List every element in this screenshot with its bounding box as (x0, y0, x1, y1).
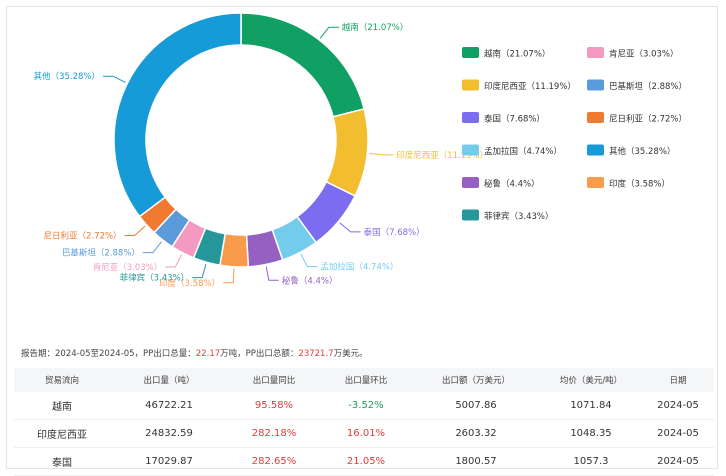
cell-yoy: 282.65% (251, 456, 297, 467)
legend-item-6[interactable]: 孟加拉国（4.74%） (462, 144, 562, 158)
leader-line-7 (165, 254, 183, 268)
legend-label: 秘鲁（4.4%） (484, 179, 540, 190)
legend-label: 巴基斯坦（2.88%） (609, 81, 687, 92)
table-row: 印度尼西亚 24832.59 282.18% 16.01% 2603.32 10… (14, 420, 714, 448)
cell-price: 1048.35 (570, 428, 612, 439)
legend-item-7[interactable]: 其他（35.28%） (587, 144, 675, 158)
data-label-0: 越南（21.07%） (342, 22, 408, 33)
leader-line-2 (339, 222, 361, 233)
data-label-5: 印度（3.58%） (159, 278, 220, 289)
data-label-10: 其他（35.28%） (34, 71, 100, 82)
legend-swatch (587, 177, 604, 188)
cell-amount: 2603.32 (455, 428, 497, 439)
header-dest: 贸易流向 (44, 376, 79, 386)
report-summary: 报告期：2024-05至2024-05，PP出口总量：22.17万吨，PP出口总… (21, 347, 368, 359)
legend-swatch (587, 144, 604, 156)
report-suffix: 万美元。 (333, 349, 368, 359)
legend-item-9[interactable]: 印度（3.58%） (587, 177, 670, 190)
header-amount: 出口额（万美元） (441, 376, 510, 386)
cell-price: 1057.3 (573, 456, 609, 467)
cell-qty: 24832.59 (145, 428, 193, 439)
legend-item-10[interactable]: 菲律宾（3.43%） (462, 209, 554, 223)
legend-swatch (462, 79, 479, 91)
donut-chart: 越南（21.07%） 印度尼西亚（11.19%） 泰国（7.68%） 孟加拉国（4.7… (34, 12, 687, 289)
data-label-3: 孟加拉国（4.74%） (320, 262, 398, 273)
legend-swatch (587, 47, 604, 58)
data-label-8: 巴基斯坦（2.88%） (62, 248, 140, 259)
data-label-1: 印度尼西亚（11.19%） (396, 150, 488, 161)
legend-item-5[interactable]: 尼日利亚（2.72%） (587, 112, 687, 125)
slice-1 (325, 108, 369, 197)
legend-label: 泰国（7.68%） (484, 114, 545, 125)
leader-line-5 (223, 268, 235, 284)
cell-yoy: 95.58% (254, 400, 294, 411)
legend-label: 越南（21.07%） (484, 49, 550, 60)
legend-swatch (462, 47, 479, 58)
legend-label: 孟加拉国（4.74%） (484, 146, 562, 157)
data-label-6: 菲律宾（3.43%） (120, 273, 190, 284)
cell-dest: 泰国 (52, 458, 72, 469)
legend-item-2[interactable]: 印度尼西亚（11.19%） (462, 79, 576, 93)
legend-swatch (587, 79, 604, 91)
legend-label: 其他（35.28%） (609, 146, 675, 157)
legend-label: 尼日利亚（2.72%） (609, 114, 687, 125)
leader-line-9 (124, 225, 146, 237)
cell-mom: 16.01% (346, 428, 386, 439)
cell-date: 2024-05 (657, 428, 699, 439)
leader-line-3 (300, 254, 318, 268)
data-label-9: 尼日利亚（2.72%） (44, 231, 122, 242)
trade-table: 贸易流向 出口量（吨） 出口量同比 出口量环比 出口额（万美元） 均价（美元/吨… (14, 368, 714, 476)
cell-date: 2024-05 (657, 456, 699, 467)
table-header: 贸易流向 出口量（吨） 出口量同比 出口量环比 出口额（万美元） 均价（美元/吨… (14, 368, 714, 392)
leader-line-1 (369, 152, 394, 156)
cell-dest: 越南 (52, 402, 72, 413)
legend-label: 肯尼亚（3.03%） (609, 49, 679, 60)
data-label-2: 泰国（7.68%） (364, 227, 425, 238)
legend-swatch (462, 144, 479, 156)
legend-swatch (462, 112, 479, 123)
cell-mom: -3.52% (348, 400, 384, 411)
cell-dest: 印度尼西亚 (37, 430, 87, 441)
slice-10 (113, 12, 242, 218)
legend-item-8[interactable]: 秘鲁（4.4%） (462, 177, 540, 190)
cell-qty: 46722.21 (145, 400, 193, 411)
header-yoy: 出口量同比 (252, 376, 296, 386)
table-row: 泰国 17029.87 282.65% 21.05% 1800.57 1057.… (14, 448, 714, 476)
leader-line-6 (192, 264, 207, 279)
leader-line-0 (319, 26, 339, 39)
leader-line-10 (103, 75, 126, 83)
legend-label: 印度（3.58%） (609, 179, 670, 190)
header-mom: 出口量环比 (344, 376, 388, 386)
legend-swatch (587, 112, 604, 123)
cell-amount: 1800.57 (455, 456, 497, 467)
leader-line-8 (142, 241, 162, 254)
data-label-7: 肯尼亚（3.03%） (93, 262, 163, 273)
legend-swatch (462, 177, 479, 188)
cell-price: 1071.84 (570, 400, 612, 411)
legend-item-4[interactable]: 泰国（7.68%） (462, 112, 545, 125)
legend-item-1[interactable]: 肯尼亚（3.03%） (587, 47, 679, 60)
cell-yoy: 282.18% (251, 428, 297, 439)
legend-swatch (462, 209, 479, 221)
header-qty: 出口量（吨） (143, 376, 195, 386)
legend-label: 印度尼西亚（11.19%） (484, 81, 576, 92)
report-mid: 万吨，PP出口总额： (220, 349, 299, 359)
leader-line-4 (265, 266, 279, 281)
data-label-4: 秘鲁（4.4%） (282, 275, 338, 286)
cell-mom: 21.05% (346, 456, 386, 467)
legend-label: 菲律宾（3.43%） (484, 211, 554, 222)
cell-date: 2024-05 (657, 400, 699, 411)
legend-item-0[interactable]: 越南（21.07%） (462, 47, 550, 60)
header-date: 日期 (669, 376, 687, 386)
header-price: 均价（美元/吨） (559, 376, 623, 386)
legend-item-3[interactable]: 巴基斯坦（2.88%） (587, 79, 687, 93)
report-prefix: 报告期：2024-05至2024-05，PP出口总量： (21, 349, 196, 359)
report-amount: 23721.7 (298, 349, 334, 359)
cell-qty: 17029.87 (145, 456, 193, 467)
cell-amount: 5007.86 (455, 400, 497, 411)
report-volume: 22.17 (195, 349, 221, 359)
table-row: 越南 46722.21 95.58% -3.52% 5007.86 1071.8… (14, 392, 714, 420)
